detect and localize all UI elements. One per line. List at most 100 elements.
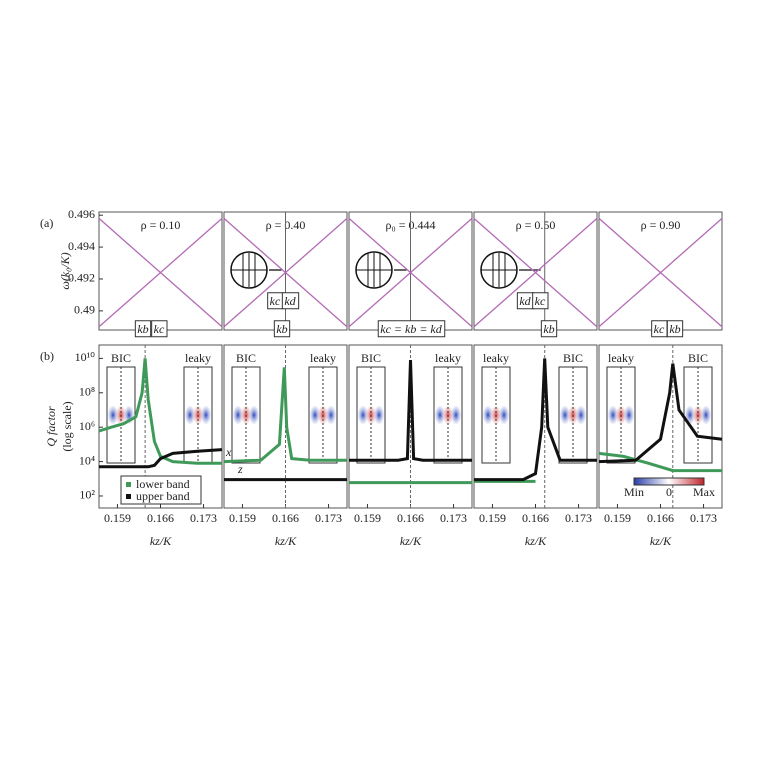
legend-label: upper band (136, 489, 190, 503)
y-tick-label: 10² (79, 488, 95, 502)
k-box (151, 320, 168, 338)
field-blob (374, 406, 384, 424)
field-blob (608, 406, 618, 424)
x-tick-label: 0.173 (315, 511, 342, 525)
x-tick-label: 0.166 (522, 511, 549, 525)
k-box (377, 320, 446, 338)
panel-title: ρ = 0.50 (516, 218, 556, 232)
band-curve (474, 358, 597, 482)
inset-label: leaky (435, 351, 461, 365)
field-blob (233, 406, 243, 424)
field-blob (483, 406, 493, 424)
field-blob (326, 406, 336, 424)
y-tick-label: 0.496 (68, 207, 95, 221)
k-box (273, 320, 291, 338)
k-label: kc (154, 322, 165, 336)
y-tick-label: 10¹⁰ (75, 350, 96, 364)
field-blob (560, 406, 570, 424)
k-box (281, 292, 300, 310)
inset-label: leaky (310, 351, 336, 365)
k-box (134, 320, 152, 338)
x-axis-label: kz/K (400, 534, 422, 548)
x-axis-label: kz/K (275, 534, 297, 548)
panel-label: (a) (40, 216, 53, 230)
plot-frame (473, 211, 598, 331)
field-blob (624, 406, 634, 424)
field-blob (201, 406, 211, 424)
x-tick-label: 0.173 (190, 511, 217, 525)
field-blob (310, 406, 320, 424)
x-tick-label: 0.166 (647, 511, 674, 525)
k-label: kd (284, 294, 296, 308)
x-axis-label: kz/K (650, 534, 672, 548)
band-curve (598, 363, 723, 464)
inset-label: BIC (563, 351, 583, 365)
k-box (540, 320, 558, 338)
colorbar-label: 0 (666, 485, 672, 499)
legend-label: lower band (136, 477, 190, 491)
band-curve (99, 448, 223, 469)
field-blob (185, 406, 195, 424)
y-tick-label: 10⁸ (79, 385, 95, 399)
inset-label: BIC (361, 351, 381, 365)
x-tick-label: 0.166 (272, 511, 299, 525)
inset-axis-label: z (237, 462, 243, 476)
field-blob (499, 406, 509, 424)
k-label: kb (276, 322, 287, 336)
k-label: kc (535, 294, 546, 308)
x-tick-label: 0.159 (229, 511, 256, 525)
x-tick-label: 0.173 (565, 511, 592, 525)
y-axis-label: Q factor (44, 406, 58, 447)
inset-axis-label: x (225, 445, 232, 459)
colorbar-label: Min (624, 485, 644, 499)
legend-box (120, 475, 202, 505)
field-blob (451, 406, 461, 424)
x-tick-label: 0.159 (104, 511, 131, 525)
y-tick-label: 0.492 (68, 271, 95, 285)
field-blob (358, 406, 368, 424)
k-label: kc (654, 322, 665, 336)
band-line (473, 217, 598, 328)
x-axis-label: kz/K (150, 534, 172, 548)
x-axis-label: kz/K (525, 534, 547, 548)
field-blob (435, 406, 445, 424)
panel-label: (b) (40, 349, 54, 363)
inset-label: BIC (236, 351, 256, 365)
x-tick-label: 0.166 (147, 511, 174, 525)
y-tick-label: 10⁶ (79, 419, 95, 433)
band-curve (349, 360, 472, 462)
x-tick-label: 0.159 (479, 511, 506, 525)
inset-label: BIC (688, 351, 708, 365)
k-label: kb (137, 322, 148, 336)
legend-swatch (126, 494, 131, 499)
y-tick-label: 0.49 (74, 303, 95, 317)
band-line (348, 217, 473, 328)
y-axis-label: ω(k₀/K) (58, 252, 72, 289)
field-blob (249, 406, 259, 424)
k-box (666, 320, 684, 338)
x-tick-label: 0.159 (604, 511, 631, 525)
x-tick-label: 0.159 (354, 511, 381, 525)
inset-label: leaky (483, 351, 509, 365)
k-label: kc (270, 294, 281, 308)
colorbar (633, 477, 705, 486)
band-curve (223, 367, 347, 464)
k-label: kc = kb = kd (380, 322, 443, 336)
panel-title: ρ = 0.10 (141, 218, 181, 232)
field-blob (701, 406, 711, 424)
y-axis-note: (log scale) (60, 401, 74, 451)
band-curve (598, 451, 722, 473)
band-line (223, 217, 348, 328)
inset-label: leaky (608, 351, 634, 365)
x-tick-label: 0.173 (690, 511, 717, 525)
k-label: kd (519, 294, 531, 308)
colorbar-label: Max (693, 485, 715, 499)
field-blob (108, 406, 118, 424)
k-box (532, 292, 549, 310)
x-tick-label: 0.173 (440, 511, 467, 525)
y-tick-label: 0.494 (68, 239, 95, 253)
k-label: kb (543, 322, 554, 336)
x-tick-label: 0.166 (397, 511, 424, 525)
inset-label: leaky (185, 351, 211, 365)
